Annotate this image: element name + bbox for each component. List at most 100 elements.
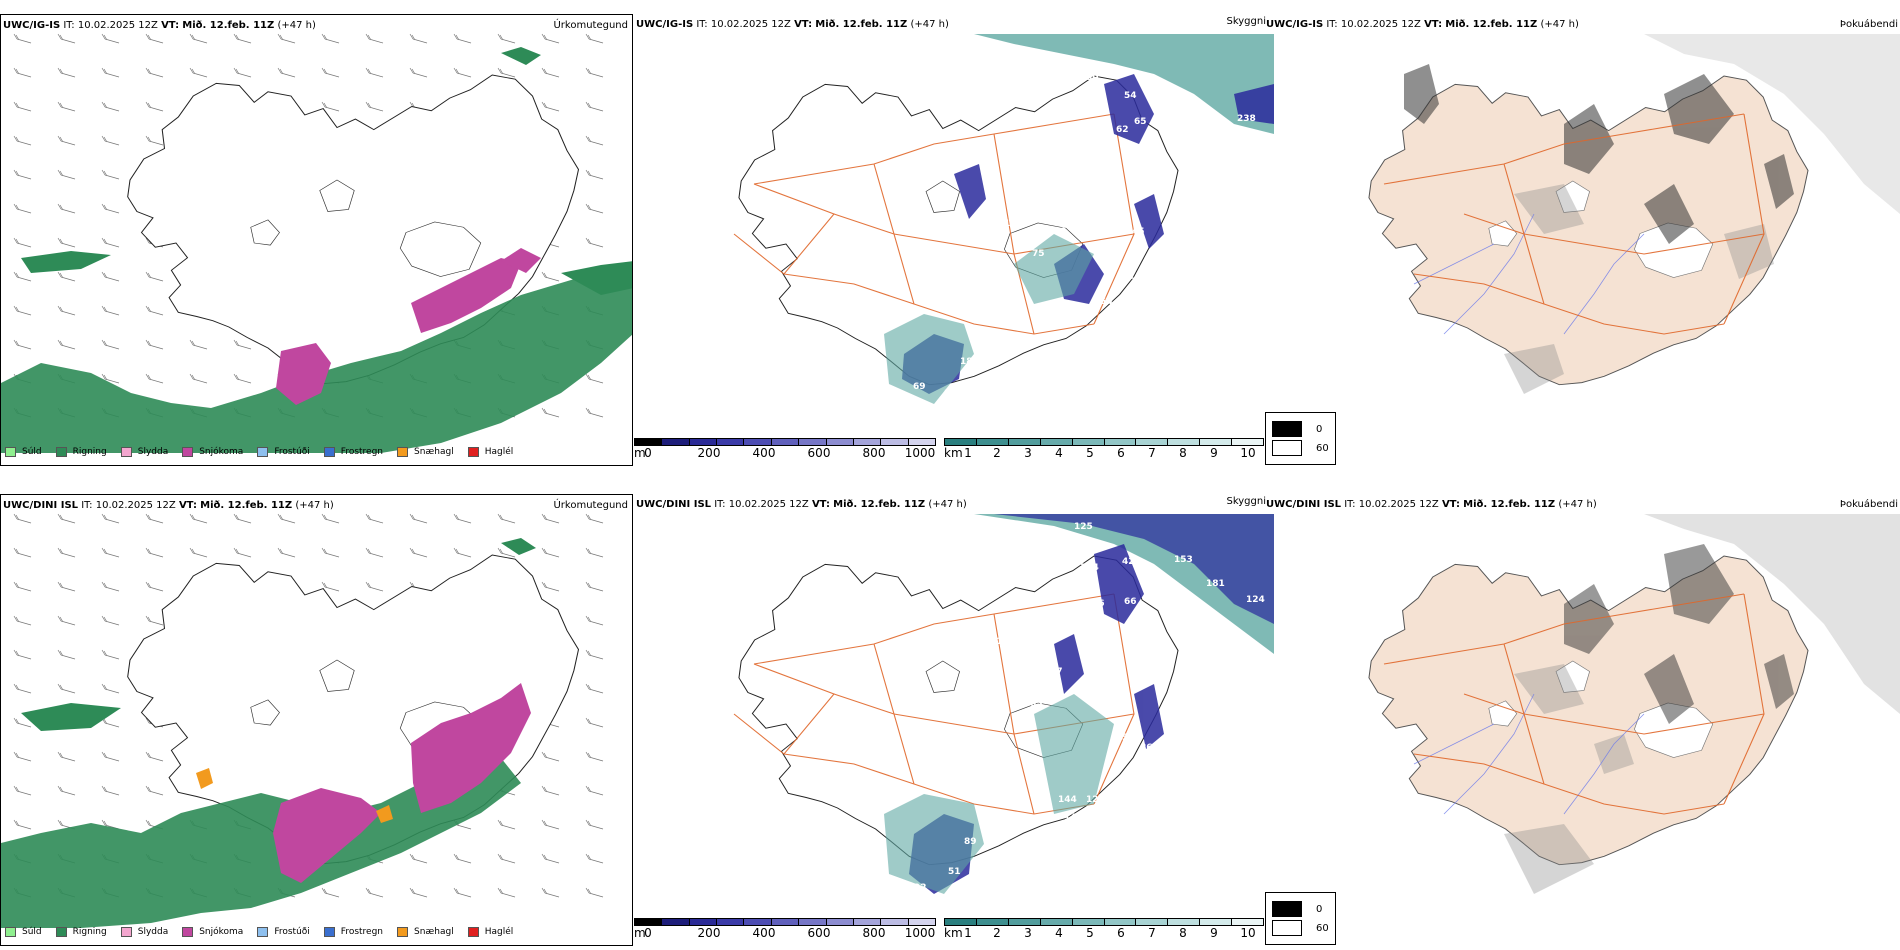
wind-barb-icon xyxy=(57,547,76,558)
wind-barb-icon xyxy=(101,581,120,592)
wind-barb-icon xyxy=(145,581,164,592)
legend-item: Rigning xyxy=(55,447,107,457)
visibility-colorbar-cells xyxy=(944,438,1264,446)
legend-swatch xyxy=(323,927,335,937)
svg-text:38: 38 xyxy=(944,389,957,399)
wind-barb-icon xyxy=(101,339,120,350)
wind-barb-icon xyxy=(453,513,472,524)
wind-barb-icon xyxy=(189,339,208,350)
wind-barb-icon xyxy=(497,33,516,44)
wind-barb-icon xyxy=(321,513,340,524)
panel-title: Skyggni xyxy=(1226,16,1266,27)
svg-text:52: 52 xyxy=(896,399,909,409)
road-network xyxy=(733,113,1135,335)
wind-barb-icon xyxy=(145,33,164,44)
panel-title: Úrkomutegund xyxy=(553,20,628,31)
wind-barb-icon xyxy=(101,237,120,248)
svg-text:87: 87 xyxy=(989,192,1002,202)
fog-light-shading xyxy=(1504,184,1774,394)
wind-barb-icon xyxy=(453,33,472,44)
hail-areas xyxy=(196,768,393,823)
svg-text:63: 63 xyxy=(1090,544,1103,554)
wind-barb-icon xyxy=(541,513,560,524)
legend-item: Snæhagl xyxy=(397,927,454,937)
wind-barb-icon xyxy=(585,717,604,728)
mist-areas xyxy=(884,234,1094,404)
wind-barb-icon xyxy=(57,751,76,762)
svg-text:124: 124 xyxy=(1246,595,1265,605)
visibility-labels: 125 35 63 104 42 153 181 124 70 66 26 11… xyxy=(914,522,1265,901)
wind-barb-icon xyxy=(101,683,120,694)
snow-areas xyxy=(276,248,541,405)
svg-text:188: 188 xyxy=(960,357,979,367)
panel-title: Skyggni xyxy=(1226,496,1266,507)
panel-header: UWC/IG-IS IT: 10.02.2025 12Z VT: Mið. 12… xyxy=(3,20,316,31)
legend-swatch xyxy=(467,927,479,937)
wind-barb-icon xyxy=(13,169,32,180)
panel-title: Þokuábendi xyxy=(1839,19,1898,30)
legend-item: Haglél xyxy=(467,447,513,457)
wind-barb-icon xyxy=(145,135,164,146)
precip-map xyxy=(1,33,632,453)
svg-text:103: 103 xyxy=(1142,279,1161,289)
svg-text:80: 80 xyxy=(1086,73,1099,83)
precip-legend: Súld Rigning Slydda Snjókoma Frostúði Fr… xyxy=(5,447,513,457)
legend-item: Haglél xyxy=(467,927,513,937)
wind-barb-icon xyxy=(57,237,76,248)
wind-barb-icon xyxy=(13,785,32,796)
wind-barb-icon xyxy=(101,305,120,316)
legend-swatch xyxy=(120,927,132,937)
wind-barb-icon xyxy=(101,203,120,214)
wind-barb-icon xyxy=(409,67,428,78)
fog-map xyxy=(1368,514,1900,894)
svg-text:85: 85 xyxy=(1030,699,1043,709)
svg-text:92: 92 xyxy=(914,883,927,893)
wind-barb-icon xyxy=(585,203,604,214)
precip-panel-row2: UWC/DINI ISL IT: 10.02.2025 12Z VT: Mið.… xyxy=(0,494,633,946)
legend-swatch xyxy=(55,447,67,457)
legend-item: Snjókoma xyxy=(182,447,243,457)
legend-swatch xyxy=(323,447,335,457)
fog-legend-swatch xyxy=(1272,901,1302,917)
wind-barb-icon xyxy=(13,339,32,350)
visibility-panel-row1: UWC/IG-IS IT: 10.02.2025 12Z VT: Mið. 12… xyxy=(634,14,1274,466)
wind-barb-icon xyxy=(277,513,296,524)
svg-text:75: 75 xyxy=(1032,249,1045,259)
wind-barb-icon xyxy=(57,785,76,796)
legend-swatch xyxy=(467,447,479,457)
fog-shading xyxy=(1404,64,1794,244)
wind-barb-icon xyxy=(585,407,604,418)
road-network xyxy=(1383,593,1765,815)
wind-barb-icon xyxy=(57,33,76,44)
legend-item: Súld xyxy=(5,447,42,457)
panel-header: UWC/DINI ISL IT: 10.02.2025 12Z VT: Mið.… xyxy=(1266,499,1597,510)
wind-barb-icon xyxy=(13,101,32,112)
svg-text:89: 89 xyxy=(964,837,977,847)
precip-legend: Súld Rigning Slydda Snjókoma Frostúði Fr… xyxy=(5,927,513,937)
svg-text:54: 54 xyxy=(1124,91,1137,101)
wind-barb-icon xyxy=(13,513,32,524)
fog-legend-item: 0 xyxy=(1272,901,1329,917)
wind-barb-icon xyxy=(585,101,604,112)
svg-text:66: 66 xyxy=(1086,97,1099,107)
sea-fog-area xyxy=(974,34,1274,134)
wind-barb-icon xyxy=(145,339,164,350)
svg-text:58: 58 xyxy=(1122,733,1135,743)
wind-barb-icon xyxy=(365,887,384,898)
wind-barb-icon xyxy=(321,887,340,898)
wind-barb-icon xyxy=(321,33,340,44)
svg-text:73: 73 xyxy=(1124,277,1137,287)
svg-text:103: 103 xyxy=(1109,705,1128,715)
wind-barb-icon xyxy=(13,33,32,44)
snow-areas xyxy=(273,683,531,883)
wind-barb-icon xyxy=(365,67,384,78)
wind-barb-icon xyxy=(585,615,604,626)
visibility-labels: 256 80 66 54 65 62 238 84 87 10 63 70 75… xyxy=(896,72,1256,409)
wind-barb-icon xyxy=(321,101,340,112)
wind-barb-icon xyxy=(497,547,516,558)
wind-barb-icon xyxy=(57,271,76,282)
svg-text:84: 84 xyxy=(952,162,965,172)
svg-text:70: 70 xyxy=(1142,581,1155,591)
wind-barb-icon xyxy=(13,135,32,146)
fog-legend-swatch xyxy=(1272,440,1302,456)
